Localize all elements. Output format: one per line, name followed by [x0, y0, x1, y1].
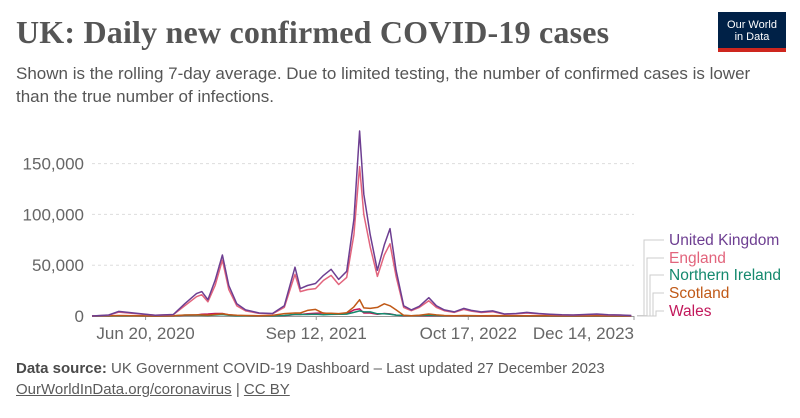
legend-label-england: England [669, 250, 726, 267]
legend-connector-wales [637, 310, 664, 317]
logo-text-line2: in Data [734, 31, 770, 43]
logo-accent-bar [718, 48, 786, 52]
y-tick-label: 50,000 [32, 256, 84, 275]
x-tick-label: Dec 14, 2023 [533, 324, 634, 343]
series-line-england [91, 165, 632, 317]
legend-connector-northern-ireland [637, 274, 664, 317]
legend-label-wales: Wales [669, 303, 712, 320]
series-lines [91, 130, 632, 317]
legend-label-northern-ireland: Northern Ireland [669, 267, 781, 284]
footer-separator: | [235, 381, 240, 398]
footer-source: Data source: UK Government COVID-19 Dash… [16, 360, 786, 377]
chart-subtitle: Shown is the rolling 7-day average. Due … [16, 64, 751, 106]
y-tick-label: 100,000 [23, 205, 84, 224]
series-line-united-kingdom [91, 130, 632, 317]
gridlines [92, 163, 634, 266]
x-tick-label: Jun 20, 2020 [96, 324, 194, 343]
license-link[interactable]: CC BY [243, 381, 290, 398]
y-tick-label: 150,000 [23, 155, 84, 174]
x-tick-label: Sep 12, 2021 [266, 324, 367, 343]
chart-title: UK: Daily new confirmed COVID-19 cases [16, 14, 610, 50]
source-label: Data source: [16, 360, 107, 377]
source-link[interactable]: OurWorldInData.org/coronavirus [16, 381, 232, 398]
footer-links: OurWorldInData.org/coronavirus | CC BY [16, 381, 786, 398]
source-text: UK Government COVID-19 Dashboard – Last … [111, 360, 605, 377]
series-line-scotland [91, 298, 632, 317]
legend-label-united-kingdom: United Kingdom [669, 232, 779, 249]
logo-text-line1: Our World [727, 19, 777, 31]
axes: 0 50,000 100,000 150,000 Jun 20, 2020 Sep 12,… [23, 155, 635, 343]
owid-logo[interactable]: Our World in Data [718, 12, 786, 52]
legend-label-scotland: Scotland [669, 285, 729, 302]
y-tick-label: 0 [75, 307, 84, 326]
x-tick-label: Oct 17, 2022 [420, 324, 517, 343]
